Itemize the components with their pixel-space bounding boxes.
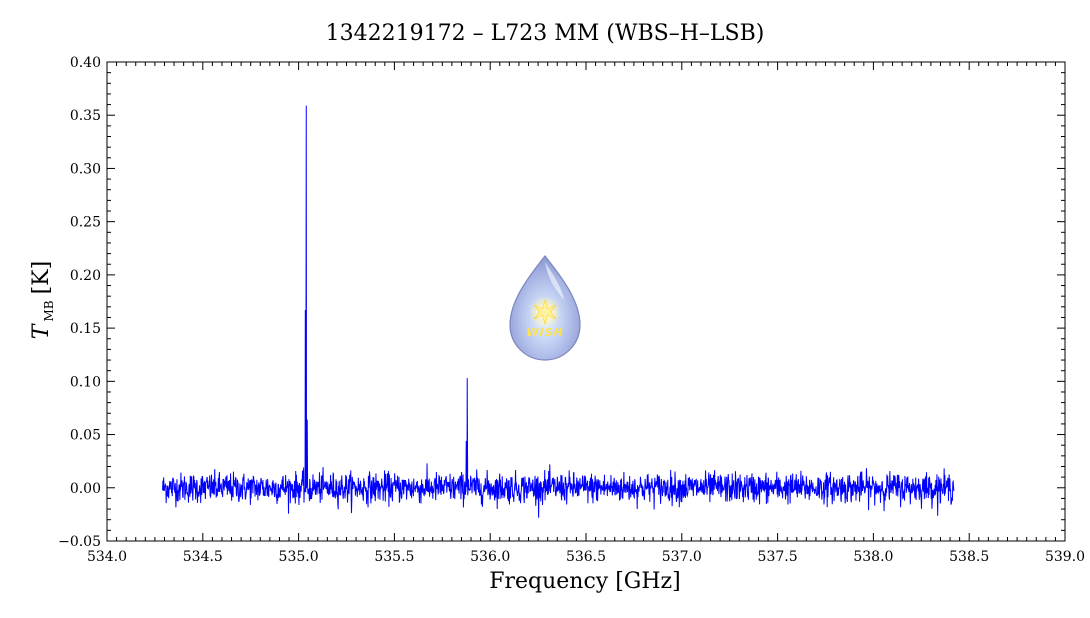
y-tick-label: 0.15 [70,321,101,337]
drop-highlight [545,262,564,300]
x-tick-label: 534.0 [87,549,127,565]
x-axis: 534.0 534.5 535.0 535.5 536.0 536.5 537.0 537.5… [87,62,1085,565]
y-tick-label: −0.05 [58,534,101,550]
y-axis-label: TMB [K] [29,261,56,339]
x-axis-label: Frequency [GHz] [489,569,681,594]
x-tick-label: 535.5 [374,549,414,565]
y-label-unit: [K] [29,261,54,295]
star-icon [533,298,557,326]
plot-area: 534.0 534.5 535.0 535.5 536.0 536.5 537.0 537.5… [58,55,1085,565]
x-tick-label: 536.5 [566,549,606,565]
y-tick-label: 0.05 [70,428,101,444]
chart-title: 1342219172 – L723 MM (WBS–H–LSB) [326,21,765,46]
y-tick-label: 0.40 [70,55,101,71]
plot-frame [106,61,1066,542]
wish-logo-text: WISH [526,326,563,339]
y-tick-label: 0.20 [70,268,101,284]
x-tick-label: 535.0 [279,549,319,565]
y-tick-label: 0.35 [70,108,101,124]
x-tick-label: 539.0 [1045,549,1085,565]
y-label-sub: MB [42,300,56,321]
x-tick-label: 537.5 [758,549,798,565]
x-tick-label: 534.5 [183,549,223,565]
x-tick-label: 538.5 [949,549,989,565]
spectrum-line [162,105,955,518]
y-tick-label: 0.30 [70,161,101,177]
y-tick-label: 0.25 [70,215,101,231]
y-tick-label: 0.00 [70,481,101,497]
wish-logo: WISH [509,255,581,361]
y-axis: −0.05 0.00 0.05 0.10 0.15 0.20 0.25 0.30 0.35 0.4… [58,55,1065,550]
y-tick-label: 0.10 [70,374,101,390]
y-label-main: T [29,322,54,339]
svg-text:TMB[K]: TMB [K] [29,261,56,339]
x-tick-label: 536.0 [470,549,510,565]
x-tick-label: 537.0 [662,549,702,565]
series-layer [162,105,955,518]
x-tick-label: 538.0 [853,549,893,565]
